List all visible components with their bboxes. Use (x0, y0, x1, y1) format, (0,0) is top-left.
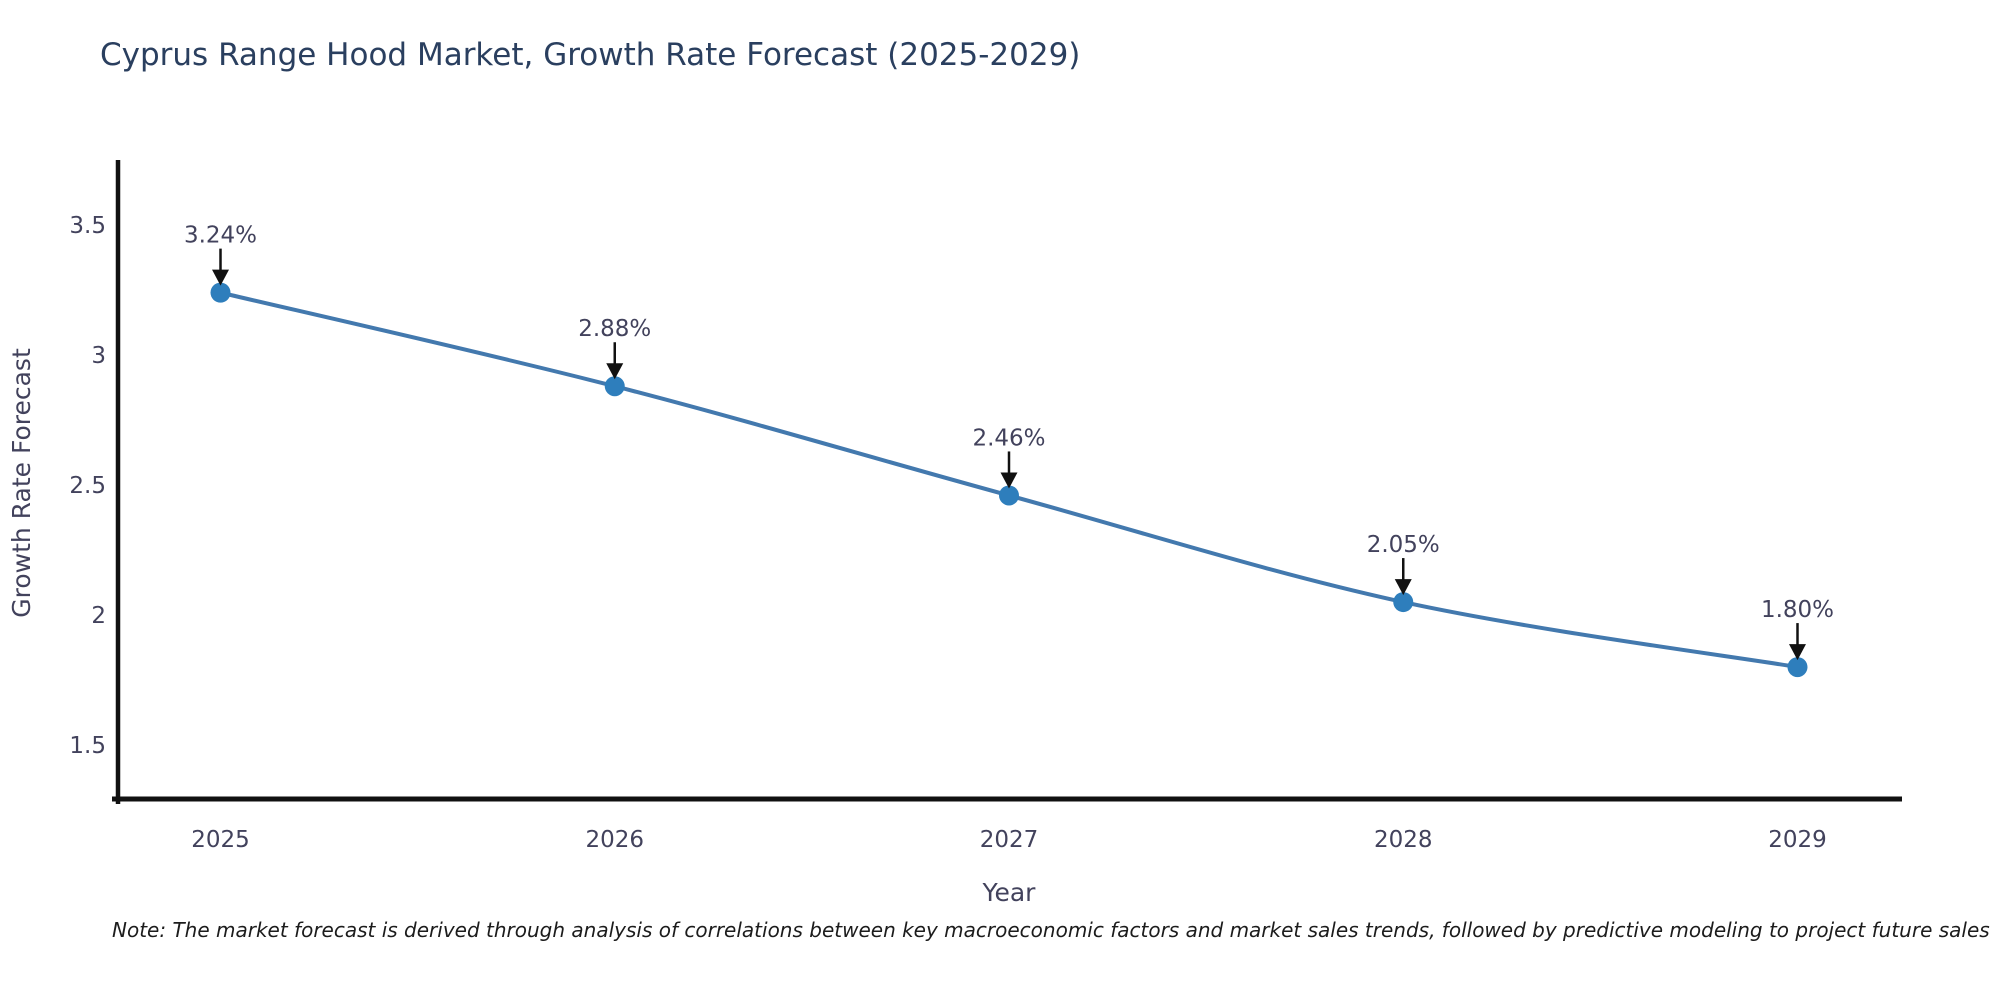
x-tick-label: 2025 (191, 827, 250, 853)
annotation-label: 2.05% (1367, 532, 1440, 558)
footnote: Note: The market forecast is derived thr… (112, 918, 1990, 942)
y-tick-label: 3.5 (69, 213, 106, 239)
y-tick-label: 2.5 (69, 473, 106, 499)
annotation-arrow-head (1394, 579, 1412, 596)
y-tick-label: 2 (91, 603, 106, 629)
annotation-label: 2.88% (578, 316, 651, 342)
x-tick-label: 2029 (1768, 827, 1827, 853)
annotation-arrow-head (606, 363, 624, 380)
annotation-label: 2.46% (972, 425, 1045, 451)
annotation-label: 1.80% (1761, 597, 1834, 623)
data-point-marker (1787, 657, 1808, 678)
annotation-arrow-head (1788, 644, 1806, 661)
annotation-arrow-head (212, 269, 230, 286)
annotation-arrow-head (1000, 472, 1018, 489)
data-point-marker (604, 376, 625, 397)
chart-title: Cyprus Range Hood Market, Growth Rate Fo… (100, 37, 1081, 73)
x-axis-title: Year (982, 878, 1037, 907)
y-tick-label: 1.5 (69, 733, 106, 759)
data-point-marker (999, 485, 1019, 506)
x-tick-label: 2028 (1374, 827, 1433, 853)
data-point-marker (1393, 592, 1414, 613)
x-tick-label: 2027 (980, 827, 1039, 853)
data-point-marker (210, 282, 231, 303)
annotation-label: 3.24% (184, 223, 257, 249)
x-tick-label: 2026 (585, 827, 644, 853)
y-tick-label: 3 (91, 343, 106, 369)
y-axis-title: Growth Rate Forecast (7, 348, 36, 618)
